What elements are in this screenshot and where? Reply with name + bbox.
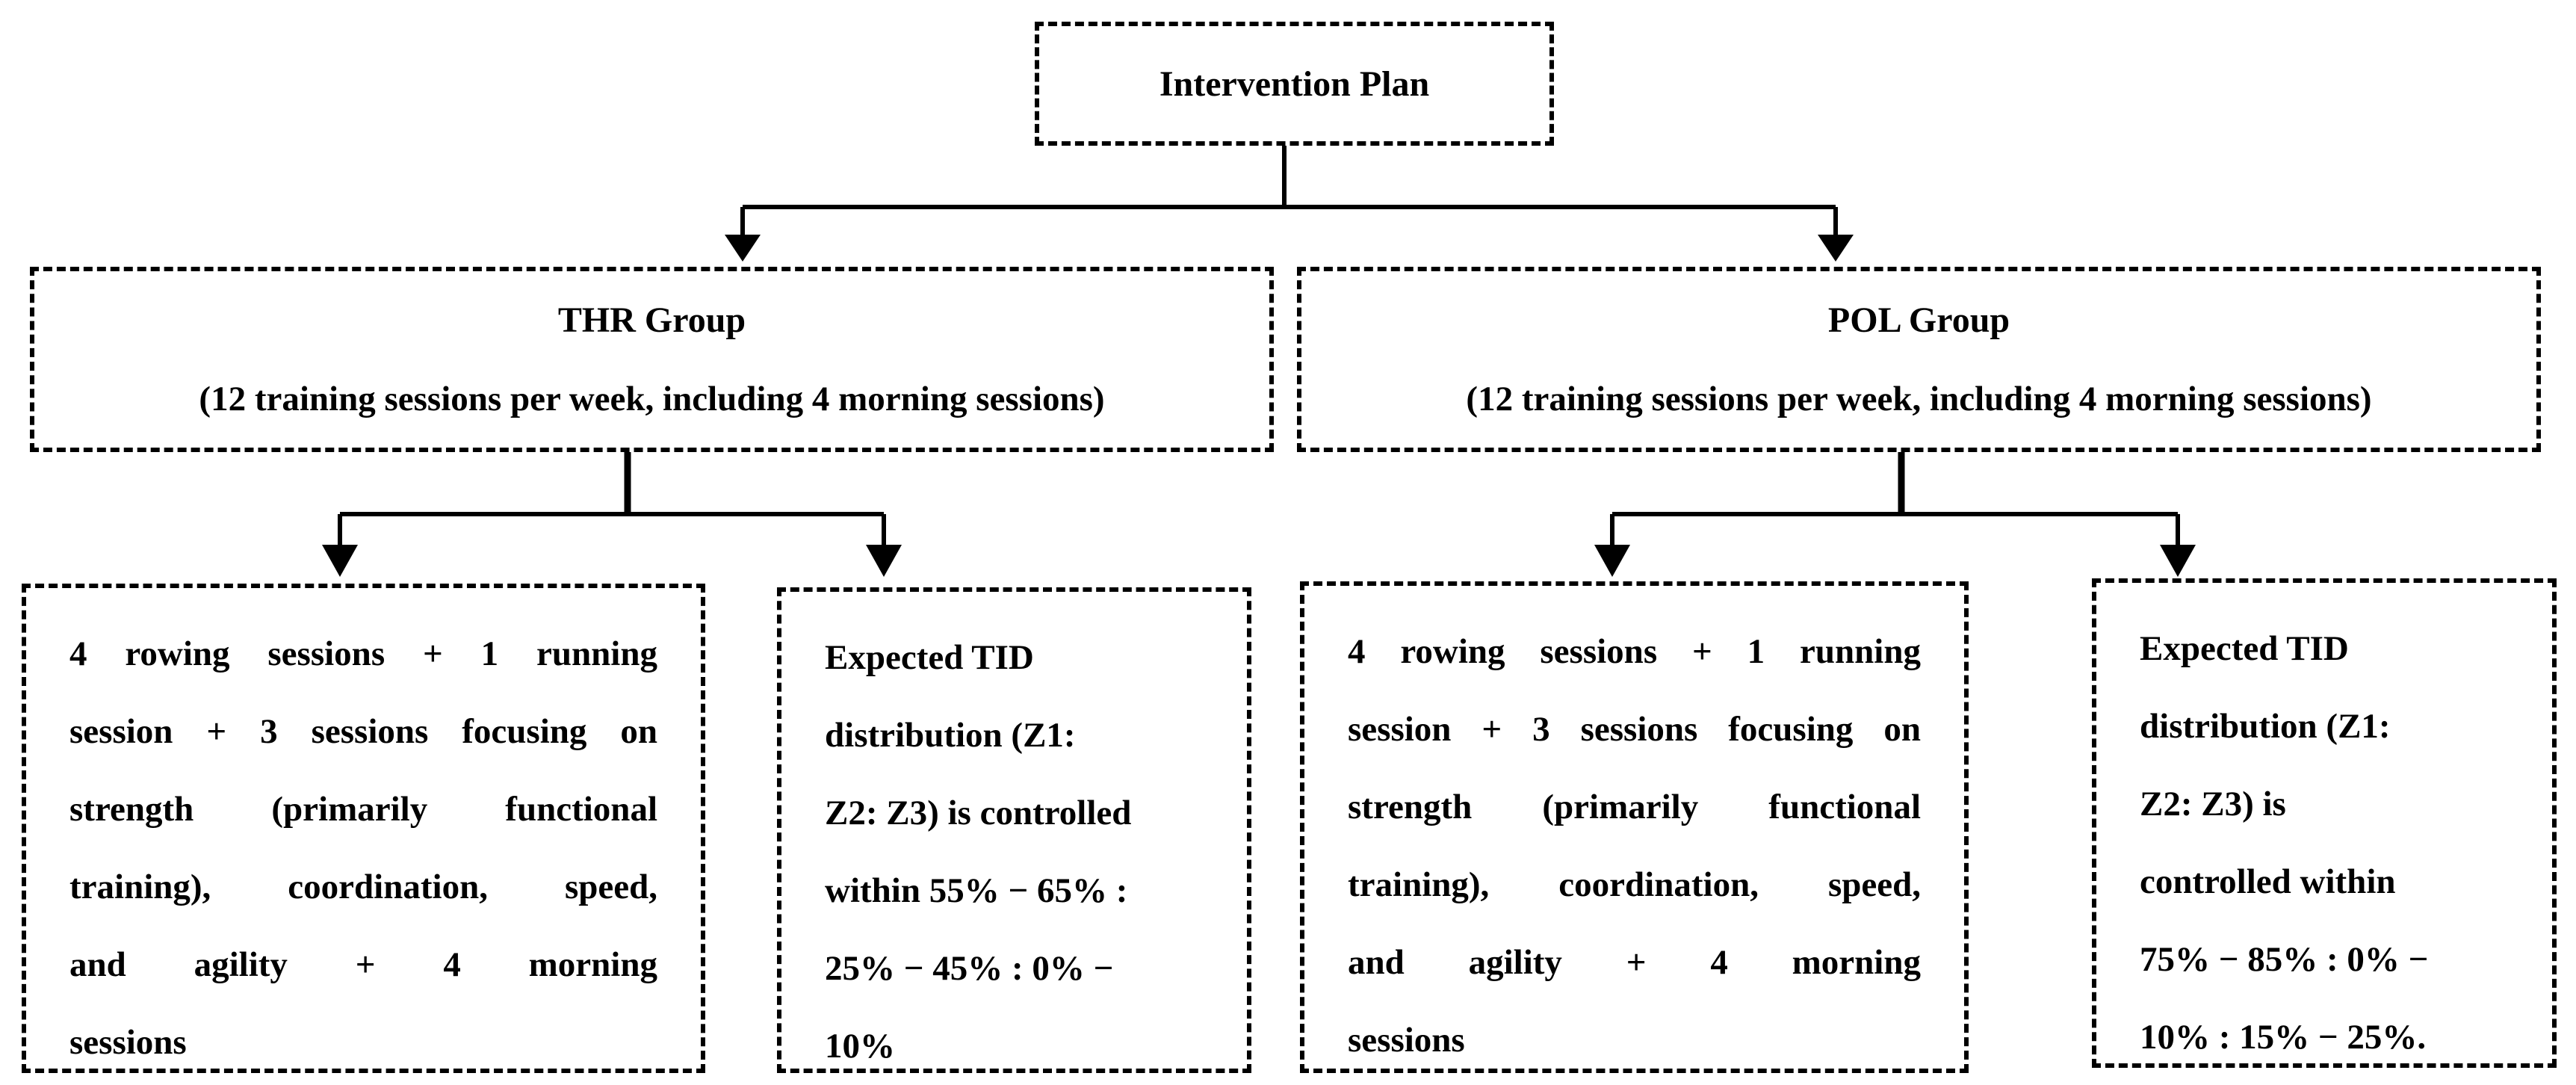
thr-sessions-line: strength (primarily functional bbox=[69, 790, 657, 829]
pol-tid-line: controlled within bbox=[2140, 862, 2396, 901]
pol-group-subtitle: (12 training sessions per week, includin… bbox=[1466, 379, 2372, 418]
thr-group-title: THR Group bbox=[557, 300, 746, 340]
thr-tid-line: 25% − 45% : 0% − bbox=[825, 949, 1114, 988]
thr-tid-line: Expected TID bbox=[825, 638, 1034, 677]
pol-group-title: POL Group bbox=[1827, 300, 2010, 340]
pol-tid-line: 75% − 85% : 0% − bbox=[2140, 940, 2429, 979]
arrowhead-pol-sessions bbox=[1594, 545, 1630, 577]
pol-sessions-line: 4 rowing sessions + 1 running bbox=[1348, 632, 1921, 671]
intervention-plan-box: Intervention Plan bbox=[1035, 22, 1554, 146]
thr-sessions-line: sessions bbox=[69, 1023, 187, 1062]
pol-sessions-line: strength (primarily functional bbox=[1348, 788, 1921, 826]
thr-sessions-box: 4 rowing sessions + 1 running session + … bbox=[22, 584, 705, 1073]
thr-tid-line: within 55% − 65% : bbox=[825, 871, 1128, 910]
thr-tid-box: Expected TID distribution (Z1: Z2: Z3) i… bbox=[777, 587, 1251, 1073]
pol-tid-line: 10% : 15% − 25%. bbox=[2140, 1018, 2427, 1057]
arrowhead-thr-sessions bbox=[322, 545, 358, 577]
arrowhead-pol-group bbox=[1818, 235, 1854, 262]
pol-sessions-line: session + 3 sessions focusing on bbox=[1348, 710, 1921, 749]
pol-sessions-line: sessions bbox=[1348, 1021, 1465, 1060]
pol-tid-line: Z2: Z3) is bbox=[2140, 785, 2286, 823]
arrowhead-thr-tid bbox=[866, 545, 902, 577]
thr-tid-line: Z2: Z3) is controlled bbox=[825, 794, 1132, 832]
thr-sessions-line: and agility + 4 morning bbox=[69, 945, 657, 984]
thr-group-box: THR Group (12 training sessions per week… bbox=[30, 267, 1274, 452]
thr-sessions-line: training), coordination, speed, bbox=[69, 868, 657, 906]
thr-tid-line: 10% bbox=[825, 1027, 895, 1066]
intervention-plan-title: Intervention Plan bbox=[1159, 64, 1430, 104]
thr-tid-line: distribution (Z1: bbox=[825, 716, 1076, 755]
arrowhead-pol-tid bbox=[2160, 545, 2196, 577]
pol-sessions-line: training), coordination, speed, bbox=[1348, 865, 1921, 904]
pol-sessions-box: 4 rowing sessions + 1 running session + … bbox=[1300, 581, 1969, 1073]
pol-sessions-line: and agility + 4 morning bbox=[1348, 943, 1921, 982]
pol-tid-line: Expected TID bbox=[2140, 629, 2349, 668]
pol-tid-line: distribution (Z1: bbox=[2140, 707, 2391, 746]
arrowhead-thr-group bbox=[725, 235, 761, 262]
thr-sessions-line: session + 3 sessions focusing on bbox=[69, 712, 657, 751]
thr-sessions-line: 4 rowing sessions + 1 running bbox=[69, 634, 657, 673]
pol-tid-box: Expected TID distribution (Z1: Z2: Z3) i… bbox=[2092, 578, 2557, 1068]
thr-group-subtitle: (12 training sessions per week, includin… bbox=[199, 379, 1105, 418]
pol-group-box: POL Group (12 training sessions per week… bbox=[1297, 267, 2541, 452]
